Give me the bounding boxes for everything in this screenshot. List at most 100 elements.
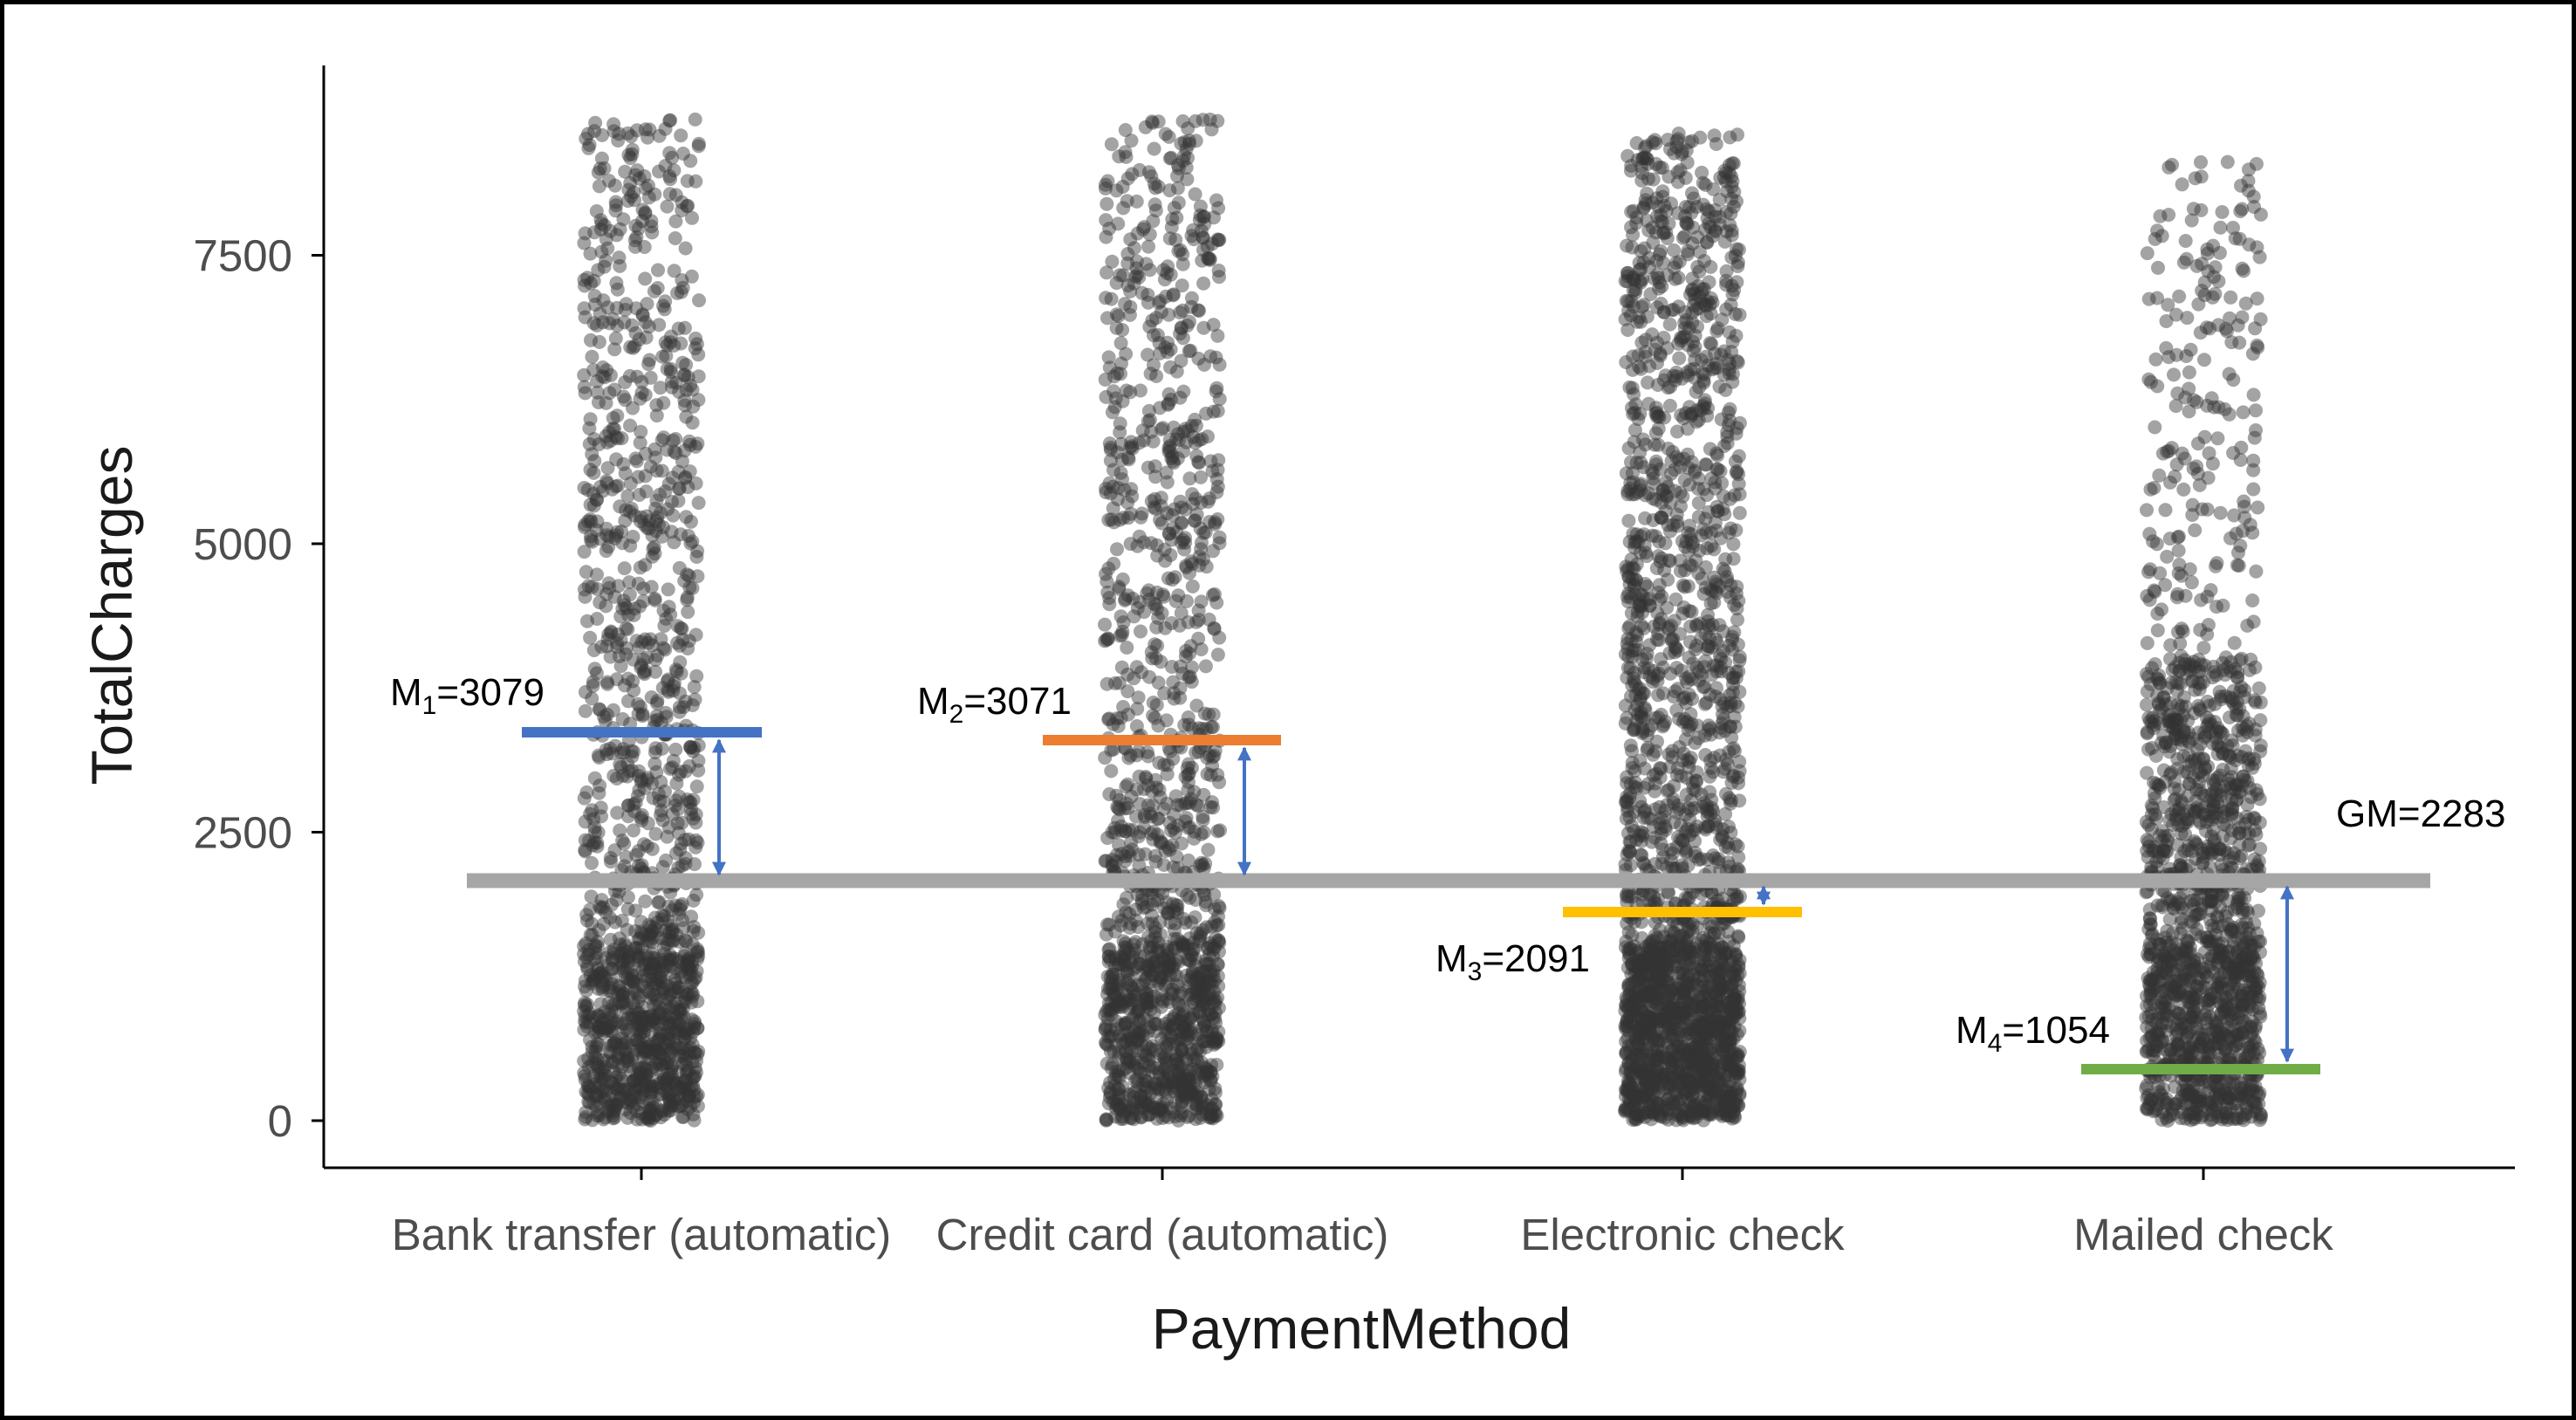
data-point — [656, 794, 671, 809]
data-point — [674, 666, 689, 681]
data-point — [634, 915, 648, 930]
data-point — [628, 940, 643, 955]
data-point — [637, 1060, 651, 1075]
data-point — [592, 179, 606, 194]
data-point — [599, 639, 614, 654]
data-point — [652, 518, 666, 532]
data-point — [678, 694, 693, 709]
data-point — [648, 524, 663, 539]
data-point — [659, 612, 674, 626]
data-point — [591, 825, 606, 840]
data-point — [598, 1110, 613, 1125]
data-point — [1150, 893, 1165, 908]
data-point — [648, 1039, 663, 1053]
data-point — [602, 945, 617, 960]
data-point — [599, 232, 613, 246]
data-point — [1127, 241, 1141, 256]
data-point — [1112, 1063, 1126, 1078]
data-point — [1194, 470, 1208, 484]
data-point — [1176, 1020, 1191, 1035]
data-point — [644, 1037, 659, 1052]
data-point — [1130, 702, 1145, 717]
data-point — [675, 632, 690, 647]
data-point — [641, 190, 656, 205]
data-point — [1696, 401, 1711, 415]
data-point — [586, 316, 601, 331]
data-point — [649, 709, 664, 724]
data-point — [645, 841, 660, 856]
data-point — [592, 437, 606, 451]
data-point — [603, 1103, 618, 1118]
data-point — [599, 253, 613, 268]
data-point — [594, 216, 609, 231]
data-point — [591, 263, 606, 278]
data-point — [597, 161, 612, 175]
data-point — [1191, 303, 1205, 318]
data-point — [629, 301, 644, 316]
data-point — [604, 624, 619, 639]
data-point — [1099, 1112, 1113, 1127]
data-point — [620, 757, 635, 772]
data-point — [578, 1009, 593, 1024]
data-point — [1144, 809, 1159, 824]
data-point — [674, 128, 689, 143]
data-point — [635, 940, 649, 955]
data-point — [690, 1047, 705, 1062]
data-point — [610, 408, 625, 423]
data-point — [596, 900, 611, 915]
data-point — [668, 214, 683, 229]
data-point — [642, 521, 656, 536]
data-point — [634, 858, 649, 873]
data-point — [627, 1074, 641, 1089]
data-point — [1120, 667, 1135, 682]
data-point — [1126, 946, 1141, 961]
data-point — [594, 964, 609, 979]
data-point — [621, 182, 636, 197]
data-point — [628, 451, 643, 466]
data-point — [648, 1062, 663, 1077]
data-point — [597, 1005, 612, 1019]
data-point — [578, 589, 593, 604]
data-point — [582, 1095, 597, 1110]
data-point — [607, 843, 622, 858]
data-point — [1699, 349, 1713, 364]
data-point — [617, 561, 632, 576]
data-point — [1695, 282, 1709, 297]
data-point — [653, 1026, 668, 1040]
data-point — [644, 219, 659, 234]
data-point — [646, 976, 660, 991]
data-point — [680, 174, 695, 189]
data-point — [652, 793, 667, 808]
data-point — [614, 431, 629, 446]
data-point — [674, 765, 689, 779]
data-point — [608, 429, 623, 444]
data-point — [685, 954, 699, 969]
data-point — [585, 447, 599, 462]
data-point — [689, 331, 703, 346]
data-point — [593, 1009, 608, 1024]
data-point — [672, 954, 687, 969]
data-point — [645, 1013, 660, 1028]
data-point — [651, 1032, 666, 1047]
data-point — [674, 336, 689, 351]
data-point — [1696, 175, 1710, 190]
data-point — [610, 1095, 625, 1110]
data-point — [1141, 239, 1155, 254]
data-point — [628, 795, 643, 810]
data-point — [597, 1090, 612, 1105]
data-point — [635, 1048, 650, 1062]
data-point — [622, 575, 637, 590]
data-point — [668, 742, 683, 757]
data-point — [586, 970, 601, 984]
data-point — [688, 112, 702, 127]
data-point — [1182, 314, 1196, 329]
data-point — [1119, 1099, 1134, 1113]
data-point — [1173, 1108, 1188, 1123]
data-point — [648, 827, 663, 841]
data-point — [606, 945, 621, 960]
data-point — [632, 171, 647, 186]
data-point — [661, 1103, 676, 1118]
data-point — [637, 518, 652, 532]
data-point — [1173, 390, 1188, 405]
